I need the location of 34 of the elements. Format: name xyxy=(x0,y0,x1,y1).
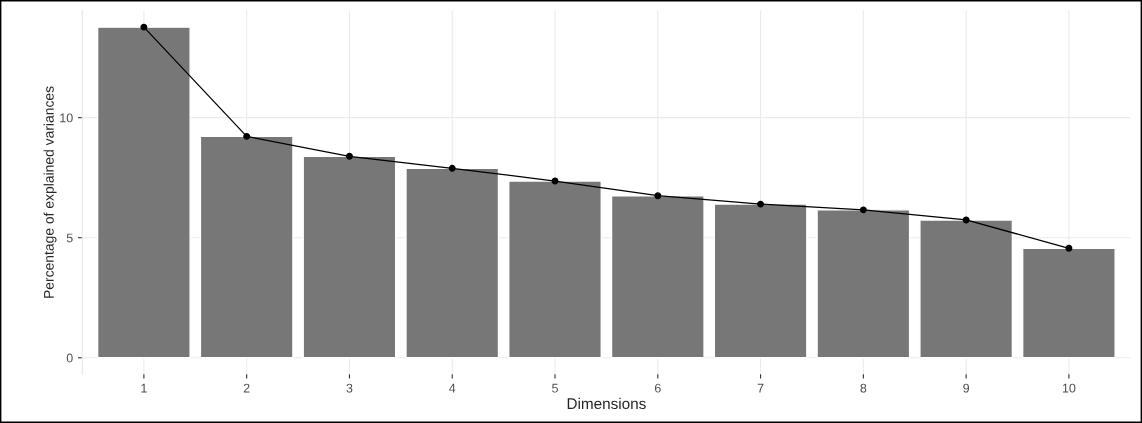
bar xyxy=(508,180,602,359)
bar xyxy=(302,155,397,359)
bar xyxy=(713,203,808,359)
point xyxy=(345,152,353,160)
x-axis-title: Dimensions xyxy=(567,397,646,410)
x-tick-label: 8 xyxy=(860,383,867,393)
bar xyxy=(96,26,191,359)
point xyxy=(448,164,456,172)
bar xyxy=(1021,247,1116,359)
y-axis-title: Percentage of explained variances xyxy=(43,86,57,298)
point xyxy=(140,23,148,31)
point xyxy=(757,200,765,208)
y-tick-label: 5 xyxy=(66,233,73,243)
point xyxy=(243,132,251,140)
bar xyxy=(199,135,294,359)
y-tick-label: 10 xyxy=(60,113,73,123)
point xyxy=(962,216,970,224)
x-tick-label: 1 xyxy=(141,383,147,393)
x-tick-label: 2 xyxy=(243,383,250,393)
x-tick-label: 3 xyxy=(346,383,353,393)
y-tick-label: 0 xyxy=(66,353,73,363)
x-tick-label: 10 xyxy=(1062,383,1076,393)
x-tick-label: 4 xyxy=(449,383,456,393)
bar xyxy=(610,195,705,359)
point xyxy=(654,192,662,200)
bar xyxy=(405,167,500,359)
bar xyxy=(816,209,911,359)
x-tick-label: 5 xyxy=(552,383,558,393)
x-tick-label: 6 xyxy=(654,383,661,393)
x-tick-label: 9 xyxy=(963,383,970,393)
x-tick-label: 7 xyxy=(757,383,764,393)
bar xyxy=(919,219,1014,359)
point xyxy=(859,206,867,214)
point xyxy=(1065,244,1073,252)
